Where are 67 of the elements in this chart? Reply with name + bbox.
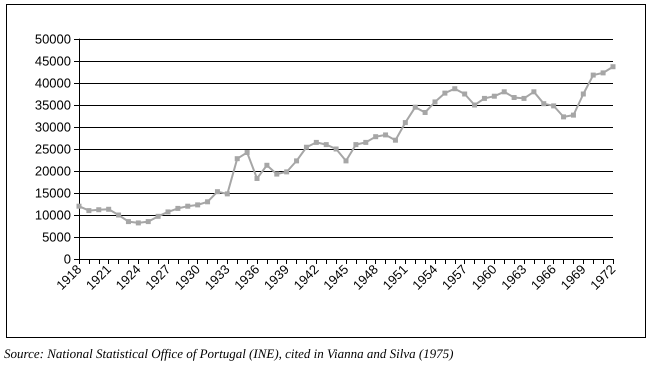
point — [264, 162, 270, 168]
point — [432, 99, 438, 104]
point — [422, 110, 428, 115]
point — [383, 132, 388, 138]
point — [344, 158, 348, 164]
y-tick-label: 30000 — [34, 120, 71, 134]
point — [472, 102, 478, 108]
point — [442, 90, 448, 96]
point — [482, 96, 487, 101]
y-tick-label: 0 — [64, 252, 71, 266]
point — [402, 120, 408, 126]
y-tick-label: 20000 — [34, 164, 71, 178]
point — [531, 89, 536, 94]
point — [373, 134, 378, 140]
point — [590, 72, 596, 78]
point — [452, 86, 458, 92]
point — [363, 140, 368, 145]
point — [353, 142, 358, 148]
point — [175, 206, 180, 211]
point — [86, 208, 92, 214]
y-tick-label: 15000 — [34, 186, 71, 200]
point — [580, 92, 586, 96]
point — [392, 138, 398, 143]
y-tick-label: 25000 — [34, 142, 71, 156]
point — [116, 212, 122, 218]
point — [502, 89, 507, 94]
y-tick-label: 45000 — [34, 54, 71, 68]
point — [324, 142, 329, 148]
y-tick-label: 50000 — [34, 32, 71, 46]
point — [334, 146, 339, 152]
point — [185, 204, 190, 209]
y-tick-label: 40000 — [34, 76, 71, 90]
point — [412, 104, 418, 110]
point — [146, 219, 151, 224]
point — [126, 219, 131, 224]
point — [284, 169, 290, 174]
point — [522, 96, 526, 101]
point — [136, 220, 141, 226]
point — [224, 191, 230, 196]
point — [541, 101, 546, 106]
point — [234, 156, 240, 162]
point — [156, 214, 161, 219]
point — [304, 144, 309, 150]
point — [195, 202, 200, 208]
point — [551, 103, 556, 108]
point — [492, 94, 497, 99]
point — [294, 158, 300, 164]
y-tick-label: 5000 — [42, 230, 71, 244]
point — [214, 189, 220, 194]
point — [254, 176, 260, 181]
y-tick-label: 10000 — [34, 208, 71, 222]
point — [314, 140, 319, 145]
point — [570, 112, 576, 118]
point — [76, 204, 82, 209]
point — [462, 92, 468, 96]
point — [274, 172, 280, 177]
point — [244, 150, 250, 156]
point — [166, 209, 170, 214]
point — [512, 95, 517, 100]
point — [205, 199, 210, 204]
y-tick-label: 35000 — [34, 98, 71, 112]
point — [106, 206, 112, 212]
point — [561, 114, 566, 120]
source-note: Source: National Statistical Office of Portugal (INE), cited in Vianna and Silva (1975) — [4, 346, 454, 362]
point — [600, 70, 606, 76]
point — [96, 207, 102, 212]
point — [610, 64, 616, 70]
